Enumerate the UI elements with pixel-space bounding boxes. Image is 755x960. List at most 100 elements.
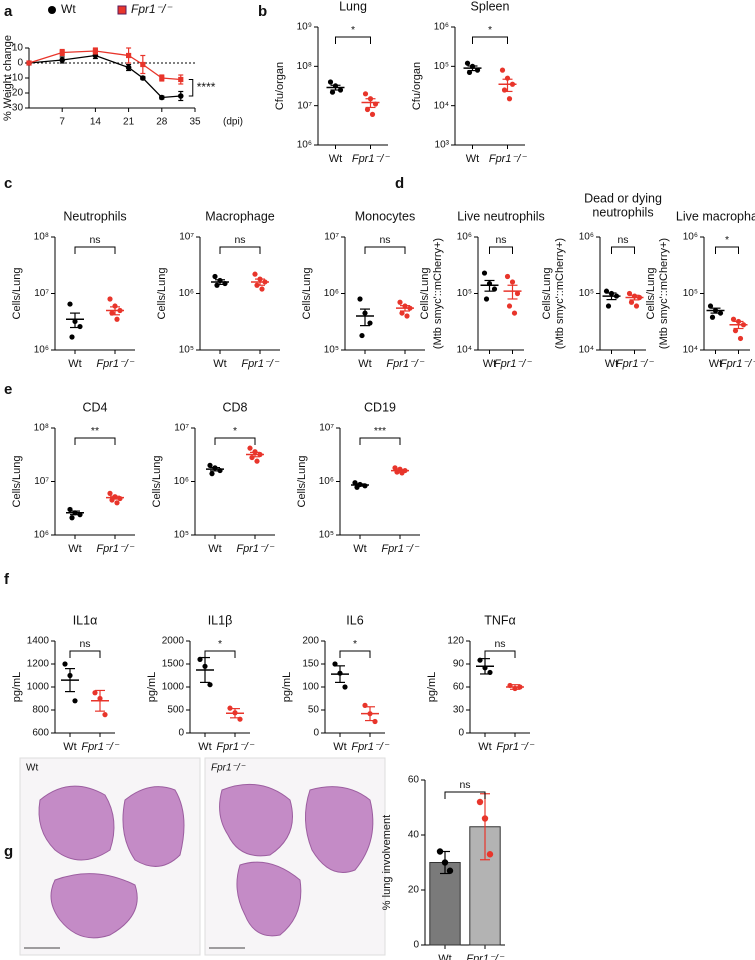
y-tick-label: 10⁷ [34, 476, 49, 487]
data-point [514, 290, 521, 297]
y-tick-label: 10⁷ [34, 288, 49, 299]
data-point [491, 286, 498, 292]
y-tick-label: 10⁵ [434, 61, 449, 72]
data-point [506, 96, 513, 102]
lung-tissue [305, 786, 374, 873]
y-axis-label: Cfu/organ [274, 62, 286, 110]
y-tick-label: 100 [302, 682, 319, 693]
y-axis-label: Cells/Lung [541, 268, 553, 320]
x-tick-label: Fpr1⁻/⁻ [616, 358, 654, 370]
y-tick-label: 10⁵ [324, 345, 339, 356]
data-point [178, 76, 184, 83]
data-point [159, 75, 165, 81]
significance-bracket [489, 246, 513, 254]
y-tick-label: 10⁶ [683, 232, 698, 243]
y-tick-label: 90 [453, 659, 465, 670]
y-tick-label: 50 [308, 705, 320, 716]
data-point [732, 328, 739, 334]
data-point [140, 61, 146, 68]
y-axis-label: pg/mL [146, 672, 158, 703]
y-axis-label: pg/mL [426, 672, 438, 703]
x-tick-label: 7 [59, 117, 65, 128]
data-point [125, 64, 132, 71]
y-tick-label: 10⁴ [683, 345, 698, 356]
y-tick-label: 10⁷ [174, 423, 189, 434]
x-tick-label: Fpr1⁻/⁻ [352, 153, 390, 165]
data-point [359, 332, 365, 339]
x-tick-label: 14 [90, 117, 102, 128]
x-tick-label: 35 [189, 117, 201, 128]
panel-letter: a [4, 3, 13, 20]
data-point [207, 682, 213, 688]
x-tick-label: Fpr1⁻/⁻ [96, 358, 134, 370]
chart-title: neutrophils [592, 205, 653, 219]
legend-label: Fpr1⁻/⁻ [131, 2, 173, 16]
lung-tissue [219, 783, 293, 857]
significance-label: * [353, 638, 357, 650]
bar [429, 862, 461, 946]
legend-marker [48, 6, 56, 14]
x-tick-label: Fpr1⁻/⁻ [241, 358, 279, 370]
significance-bracket [214, 437, 256, 445]
y-axis-label: % lung involvement [381, 815, 393, 910]
y-axis-label: (Mtb smyc'::mCherry+) [432, 238, 444, 349]
y-tick-label: 10⁶ [34, 530, 49, 541]
x-tick-label: Wt [213, 358, 226, 370]
data-point [77, 323, 83, 330]
chart-title: TNFα [484, 613, 516, 627]
data-point [476, 798, 484, 806]
data-point [481, 815, 489, 822]
data-point [126, 52, 132, 59]
data-point [506, 303, 513, 309]
data-point [369, 111, 376, 117]
significance-bracket [204, 650, 236, 658]
y-tick-label: 800 [32, 705, 49, 716]
data-point [486, 851, 494, 858]
y-tick-label: 10⁸ [34, 423, 49, 434]
significance-label: * [488, 24, 492, 36]
data-point [327, 79, 334, 85]
y-axis-label: pg/mL [281, 672, 293, 703]
x-tick-label: Wt [709, 358, 722, 370]
lung-tissue [38, 785, 115, 861]
significance-bracket [335, 36, 371, 44]
y-tick-label: 10⁶ [179, 288, 194, 299]
data-point [464, 60, 471, 66]
chart-title: IL1β [208, 613, 233, 627]
y-tick-label: 10⁵ [179, 345, 194, 356]
y-tick-label: 10⁵ [174, 530, 189, 541]
lung-tissue [236, 861, 302, 937]
data-point [628, 299, 635, 305]
y-axis-label: Cells/Lung [151, 456, 163, 508]
significance-label: **** [197, 80, 216, 94]
series-line [28, 54, 181, 99]
y-axis-label: % Weight change [2, 35, 14, 121]
significance-label: ns [79, 638, 90, 650]
data-point [342, 684, 348, 690]
y-axis-label: Cells/Lung [156, 268, 168, 320]
significance-bracket [188, 79, 194, 97]
data-point [92, 48, 98, 54]
y-tick-label: 10⁶ [324, 288, 339, 299]
chart-title: Live macrophages [676, 209, 755, 223]
significance-bracket [74, 437, 116, 445]
x-axis-label: (dpi) [223, 117, 243, 128]
y-tick-label: 10⁶ [34, 345, 49, 356]
significance-bracket [339, 650, 371, 658]
x-tick-label: Fpr1⁻/⁻ [494, 358, 532, 370]
data-point [483, 296, 490, 302]
x-tick-label: Wt [483, 358, 496, 370]
y-tick-label: 10 [12, 43, 24, 54]
data-point [357, 296, 363, 302]
data-point [436, 848, 444, 855]
significance-label: ns [459, 779, 470, 791]
x-tick-label: Fpr1⁻/⁻ [466, 953, 504, 960]
data-point [404, 313, 410, 319]
y-axis-label: Cfu/organ [411, 62, 423, 110]
data-point [207, 462, 213, 468]
y-tick-label: 0 [17, 58, 23, 69]
data-point [509, 279, 516, 285]
chart-title: Lung [339, 0, 367, 13]
histology-label: Fpr1⁻/⁻ [211, 763, 246, 774]
data-point [511, 310, 518, 316]
